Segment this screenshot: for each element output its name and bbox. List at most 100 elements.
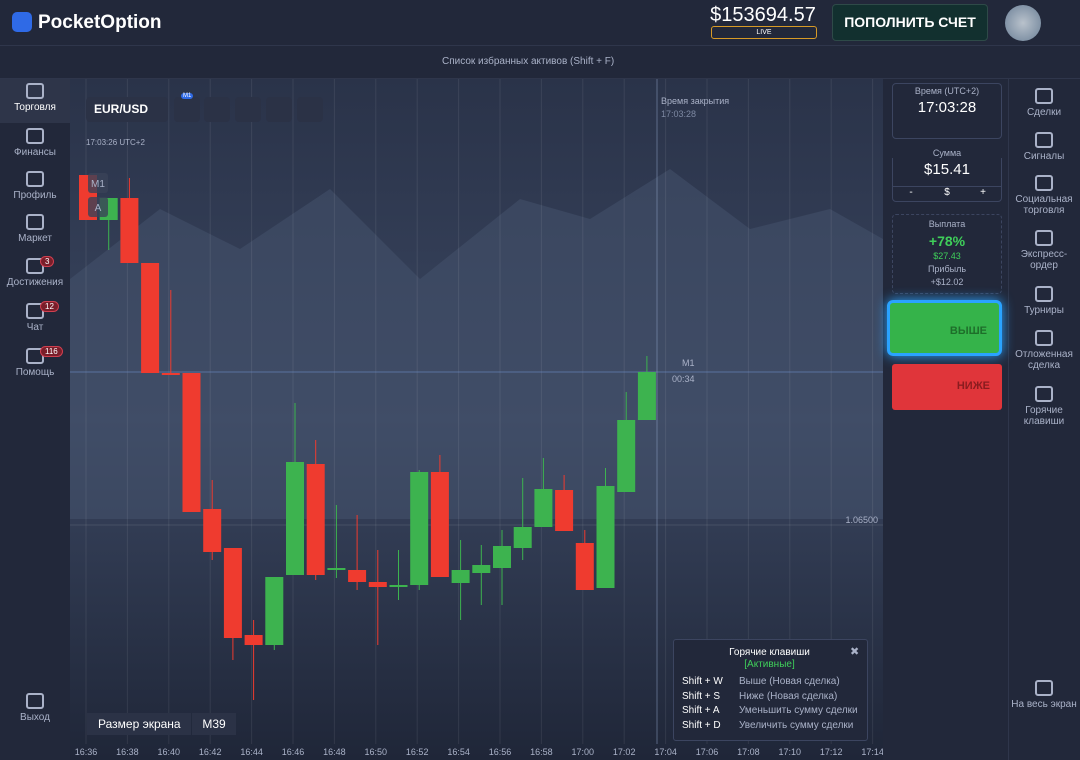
close[interactable]: ✖ bbox=[850, 646, 860, 658]
sell-button[interactable]: НИЖЕ bbox=[892, 364, 1002, 410]
favorites-bar: Список избранных активов (Shift + F) bbox=[0, 46, 1080, 79]
time-label: 16:50 bbox=[365, 747, 388, 757]
right-menu-item[interactable]: Отложенная сделка bbox=[1010, 330, 1078, 371]
icon bbox=[26, 171, 44, 187]
mountains bbox=[70, 169, 883, 519]
candle-body bbox=[306, 464, 325, 575]
hotkeys-panel bbox=[673, 639, 868, 741]
overlay-box[interactable] bbox=[88, 173, 108, 193]
right-menu-label: Сделки bbox=[1026, 107, 1062, 118]
buy-button[interactable]: ВЫШЕ bbox=[887, 300, 1002, 356]
time-label: 16:40 bbox=[158, 747, 181, 757]
amount-button[interactable]: + bbox=[965, 186, 1001, 198]
candle-body bbox=[513, 527, 532, 548]
right-menu-item[interactable]: Сделки bbox=[1010, 88, 1078, 118]
timeframe-badge: M1 bbox=[181, 93, 194, 99]
tool-button[interactable] bbox=[235, 97, 261, 122]
profit-label: Прибыль bbox=[927, 264, 967, 274]
icon bbox=[1035, 286, 1053, 302]
amount-button[interactable]: - bbox=[893, 186, 929, 198]
avatar[interactable] bbox=[1005, 5, 1041, 41]
menu-item[interactable]: Достижения 3 bbox=[0, 256, 70, 288]
time: 17:03:28 bbox=[917, 99, 977, 116]
candle-body bbox=[493, 546, 511, 568]
icon bbox=[1035, 88, 1053, 104]
exit-label: Выход bbox=[20, 712, 50, 723]
exit[interactable]: Выход bbox=[0, 693, 70, 723]
tool-button[interactable] bbox=[174, 97, 200, 122]
active-item bbox=[0, 79, 70, 123]
favorites-label[interactable]: Список избранных активов (Shift + F) bbox=[442, 56, 615, 67]
right-menu-item[interactable]: Сигналы bbox=[1010, 132, 1078, 162]
right-menu-label: Экспресс-ордер bbox=[1020, 249, 1068, 271]
badge: 116 bbox=[40, 346, 63, 357]
icon bbox=[26, 693, 44, 709]
candle-body bbox=[410, 472, 429, 585]
menu-item[interactable]: Торговля bbox=[0, 83, 70, 113]
payout-label: Выплата bbox=[928, 219, 966, 229]
payout: +78% bbox=[928, 233, 966, 249]
time-label: 17:14 bbox=[861, 747, 883, 757]
time-label: 16:42 bbox=[199, 747, 222, 757]
time-label: 16:38 bbox=[116, 747, 139, 757]
balance[interactable]: $153694.57 bbox=[710, 4, 816, 26]
time-box[interactable] bbox=[892, 83, 1002, 139]
badge: 12 bbox=[40, 301, 59, 312]
candle-body bbox=[451, 570, 470, 583]
time-label: 17:04 bbox=[654, 747, 677, 757]
candle-body bbox=[617, 420, 636, 492]
candle-body bbox=[244, 635, 263, 645]
logo: PocketOption bbox=[38, 12, 162, 33]
icon bbox=[1035, 680, 1053, 696]
fullscreen[interactable]: На весь экран bbox=[1010, 680, 1078, 710]
candle-body bbox=[596, 486, 615, 588]
menu-item[interactable]: Финансы bbox=[0, 128, 70, 158]
payout-amount: $27.43 bbox=[933, 251, 961, 261]
time-label: 16:44 bbox=[240, 747, 263, 757]
right-menu-item[interactable]: Турниры bbox=[1010, 286, 1078, 316]
deposit-button[interactable]: ПОПОЛНИТЬ СЧЕТ bbox=[832, 4, 988, 41]
hotkeys-status: [Активные] bbox=[744, 659, 795, 670]
amount-label: Сумма bbox=[892, 148, 1002, 158]
menu-label: Маркет bbox=[18, 233, 52, 244]
screen-size-value[interactable]: M39 bbox=[192, 713, 236, 735]
left-menu bbox=[0, 79, 70, 760]
right-menu-label: Сигналы bbox=[1023, 151, 1065, 162]
hotkey-action: Выше (Новая сделка) bbox=[739, 676, 840, 687]
right-menu-item[interactable]: Экспресс-ордер bbox=[1010, 230, 1078, 271]
overlay-label: M1 bbox=[91, 179, 105, 190]
fullscreen-label: На весь экран bbox=[1011, 699, 1077, 710]
hotkey-action: Увеличить сумму сделки bbox=[739, 719, 854, 731]
right-menu-label: Отложенная сделка bbox=[1015, 349, 1073, 371]
account-type[interactable]: LIVE bbox=[711, 26, 817, 39]
screen-size-label[interactable]: Размер экрана bbox=[87, 713, 191, 735]
candle-body bbox=[348, 570, 367, 582]
menu-label: Чат bbox=[26, 322, 44, 333]
time-label: 17:02 bbox=[613, 747, 636, 757]
time-label: Время (UTC+2) bbox=[914, 86, 980, 96]
menu-item[interactable]: Профиль bbox=[0, 171, 70, 201]
menu-item[interactable]: Помощь 116 bbox=[0, 346, 70, 378]
badge: 3 bbox=[40, 256, 55, 267]
tool-button[interactable] bbox=[266, 97, 292, 122]
tool-button[interactable] bbox=[297, 97, 323, 122]
menu-label: Помощь bbox=[15, 367, 55, 378]
asset[interactable]: EUR/USD bbox=[86, 97, 168, 122]
icon bbox=[1035, 132, 1053, 148]
payout-box bbox=[892, 214, 1002, 294]
right-menu-label: Турниры bbox=[1024, 305, 1064, 316]
candle-body bbox=[472, 565, 491, 573]
amount-button[interactable]: $ bbox=[929, 186, 965, 198]
candle-body bbox=[265, 577, 284, 645]
overlay-box[interactable] bbox=[88, 197, 108, 217]
hotkey: Shift + W bbox=[682, 676, 723, 687]
menu-item[interactable]: Маркет bbox=[0, 214, 70, 244]
right-menu bbox=[1008, 79, 1080, 760]
menu-item[interactable]: Чат 12 bbox=[0, 301, 70, 333]
right-menu-item[interactable]: Социальная торговля bbox=[1010, 175, 1078, 216]
candle-body bbox=[637, 372, 656, 420]
tool-button[interactable] bbox=[204, 97, 230, 122]
candle-body bbox=[286, 462, 304, 575]
right-menu-item[interactable]: Горячие клавиши bbox=[1010, 386, 1078, 427]
